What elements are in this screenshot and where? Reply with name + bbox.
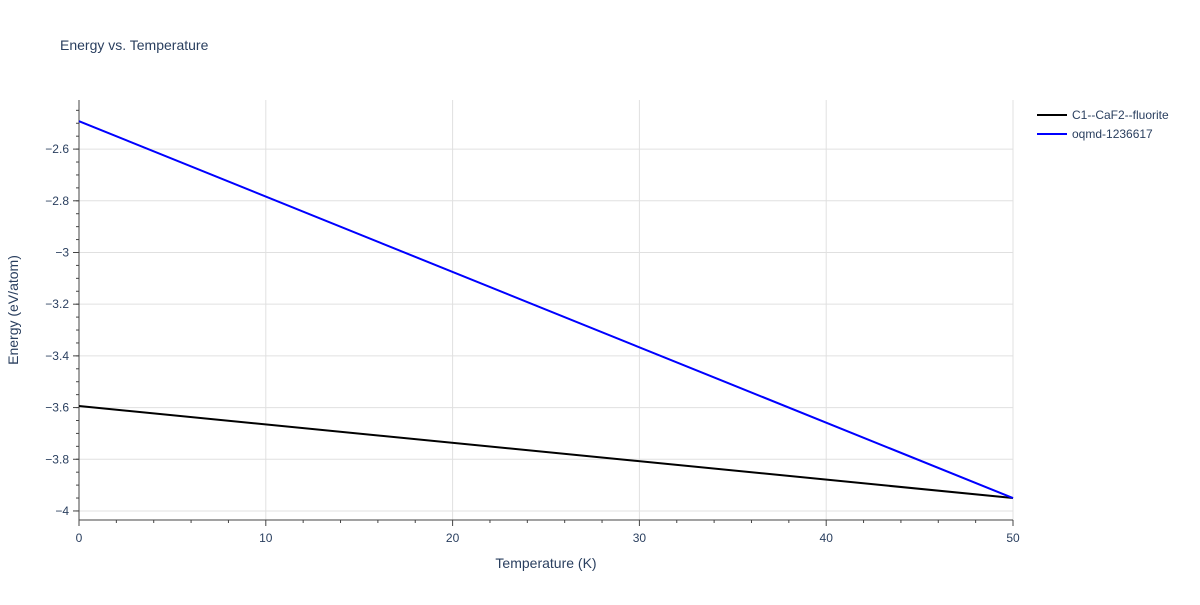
y-tick-label: −2.6 xyxy=(45,142,69,156)
y-tick-label: −4 xyxy=(55,504,69,518)
series-line-1 xyxy=(78,120,1014,499)
y-tick-label: −3.4 xyxy=(45,349,69,363)
x-tick-label: 40 xyxy=(820,531,834,545)
legend[interactable]: C1--CaF2--fluorite oqmd-1236617 xyxy=(1037,108,1169,141)
y-axis-label: Energy (eV/atom) xyxy=(5,255,21,365)
series-lines xyxy=(78,120,1014,500)
chart-title: Energy vs. Temperature xyxy=(60,37,209,53)
x-tick-label: 0 xyxy=(76,531,83,545)
series-line-0 xyxy=(78,405,1014,500)
y-tick-label: −3.6 xyxy=(45,401,69,415)
x-tick-label: 50 xyxy=(1006,531,1020,545)
legend-label: C1--CaF2--fluorite xyxy=(1072,108,1169,122)
y-tick-label: −2.8 xyxy=(45,194,69,208)
y-tick-label: −3 xyxy=(55,245,69,259)
x-tick-label: 30 xyxy=(633,531,647,545)
x-tick-label: 20 xyxy=(446,531,460,545)
legend-label: oqmd-1236617 xyxy=(1072,127,1153,141)
axes: 0 10 20 30 40 50 −2.6 −2.8 −3 −3.2 −3.4 −3.6 −3.8 −4 xyxy=(45,100,1020,545)
x-axis-label: Temperature (K) xyxy=(495,555,596,571)
grid xyxy=(79,100,1014,520)
x-tick-label: 10 xyxy=(259,531,273,545)
y-tick-label: −3.8 xyxy=(45,452,69,466)
y-tick-label: −3.2 xyxy=(45,297,69,311)
